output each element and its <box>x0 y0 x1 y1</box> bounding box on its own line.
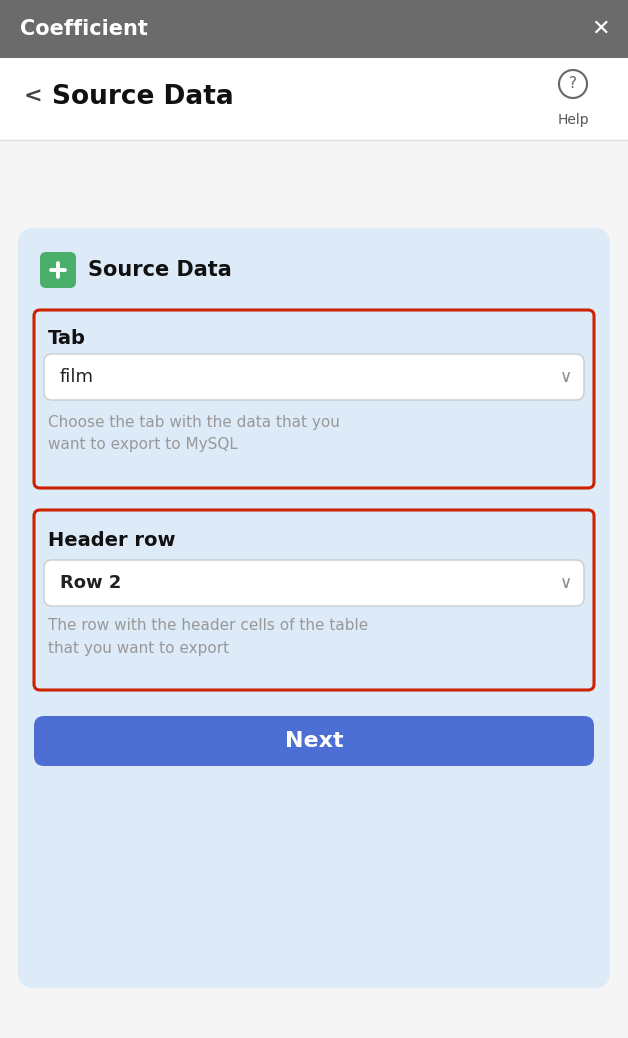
Text: Next: Next <box>284 731 344 752</box>
Text: Source Data: Source Data <box>88 260 232 280</box>
FancyBboxPatch shape <box>34 310 594 488</box>
FancyBboxPatch shape <box>0 0 628 58</box>
Text: Row 2: Row 2 <box>60 574 121 592</box>
Text: The row with the header cells of the table: The row with the header cells of the tab… <box>48 619 368 633</box>
Text: that you want to export: that you want to export <box>48 640 229 656</box>
Text: <: < <box>24 87 43 107</box>
Text: Source Data: Source Data <box>52 84 234 110</box>
Text: Help: Help <box>557 113 589 127</box>
FancyBboxPatch shape <box>40 252 76 288</box>
Text: Coefficient: Coefficient <box>20 19 148 39</box>
FancyBboxPatch shape <box>18 228 610 988</box>
FancyBboxPatch shape <box>44 354 584 400</box>
Text: ✕: ✕ <box>591 19 609 39</box>
Text: Tab: Tab <box>48 328 86 348</box>
Text: ∨: ∨ <box>560 574 572 592</box>
Text: Header row: Header row <box>48 530 175 549</box>
FancyBboxPatch shape <box>44 559 584 606</box>
Text: film: film <box>60 368 94 386</box>
Text: ?: ? <box>569 77 577 91</box>
Text: Choose the tab with the data that you: Choose the tab with the data that you <box>48 414 340 430</box>
Text: want to export to MySQL: want to export to MySQL <box>48 437 238 452</box>
FancyBboxPatch shape <box>34 716 594 766</box>
FancyBboxPatch shape <box>0 58 628 140</box>
FancyBboxPatch shape <box>34 510 594 690</box>
Text: ∨: ∨ <box>560 368 572 386</box>
